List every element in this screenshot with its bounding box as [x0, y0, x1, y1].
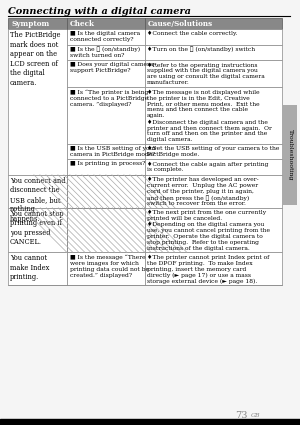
Text: Symptom: Symptom — [11, 20, 49, 28]
Text: ■ Is the USB setting of your
camera in PictBridge mode?: ■ Is the USB setting of your camera in P… — [70, 146, 156, 156]
Bar — [67, 45, 145, 60]
Bar — [145, 29, 282, 45]
Text: You cannot stop
printing even if
you pressed
CANCEL.: You cannot stop printing even if you pre… — [10, 210, 64, 246]
Bar — [145, 60, 282, 88]
Bar — [67, 60, 145, 88]
Bar — [67, 208, 145, 252]
Bar — [8, 252, 67, 286]
Text: Connecting with a digital camera: Connecting with a digital camera — [8, 7, 191, 16]
Bar — [145, 159, 282, 175]
Bar — [67, 29, 145, 45]
Text: ■ Does your digital camera
support PictBridge?: ■ Does your digital camera support PictB… — [70, 62, 153, 73]
Bar — [67, 88, 145, 144]
Text: Troubleshooting: Troubleshooting — [287, 129, 292, 181]
Text: GB: GB — [251, 413, 261, 418]
Bar — [0, 419, 300, 425]
Text: ♦Turn on the ⓘ (on/standby) switch: ♦Turn on the ⓘ (on/standby) switch — [147, 47, 255, 52]
Bar — [67, 175, 145, 208]
Bar — [8, 18, 282, 29]
Text: You cannot
make Index
printing.: You cannot make Index printing. — [10, 255, 50, 281]
Text: 73: 73 — [236, 411, 248, 419]
Bar — [8, 175, 67, 208]
Text: ■ Is the ⓘ (on/standby)
switch turned on?: ■ Is the ⓘ (on/standby) switch turned on… — [70, 47, 140, 58]
Text: Check: Check — [70, 20, 95, 28]
Bar — [67, 159, 145, 175]
Text: ♦The message is not displayed while
the printer is in the Edit, Creative
Print, : ♦The message is not displayed while the … — [147, 89, 272, 142]
Bar — [67, 252, 145, 286]
Bar — [145, 208, 282, 252]
Bar — [145, 175, 282, 208]
Text: ♦Refer to the operating instructions
supplied with the digital camera you
are us: ♦Refer to the operating instructions sup… — [147, 62, 265, 85]
Bar — [145, 252, 282, 286]
Text: ♦Connect the cable again after printing
is complete.: ♦Connect the cable again after printing … — [147, 161, 268, 173]
Text: You connect and
disconnect the
USB cable, but
nothing
happens.: You connect and disconnect the USB cable… — [10, 177, 65, 223]
Bar — [283, 105, 297, 205]
Text: ♦Set the USB setting of your camera to the
PictBridge mode.: ♦Set the USB setting of your camera to t… — [147, 146, 279, 157]
Bar — [67, 175, 145, 208]
Text: ♦The printer has developed an over-
current error.  Unplug the AC power
cord of : ♦The printer has developed an over- curr… — [147, 177, 259, 207]
Bar — [145, 144, 282, 159]
Text: Cause/Solutions: Cause/Solutions — [148, 20, 213, 28]
Bar — [67, 144, 145, 159]
Text: ♦The printer cannot print Index print of
the DPOF printing.  To make Index
print: ♦The printer cannot print Index print of… — [147, 255, 269, 284]
Bar — [8, 29, 67, 175]
Text: ♦The next print from the one currently
printed will be canceled.
♦Depending on t: ♦The next print from the one currently p… — [147, 210, 270, 251]
Text: ■ Is the digital camera
connected correctly?: ■ Is the digital camera connected correc… — [70, 31, 140, 42]
Bar — [67, 208, 145, 252]
Text: ■ Is printing in process?: ■ Is printing in process? — [70, 161, 145, 166]
Text: ■ Is the message “There
were images for which
printing data could not be
created: ■ Is the message “There were images for … — [70, 255, 149, 278]
Text: ♦Connect the cable correctly.: ♦Connect the cable correctly. — [147, 31, 238, 37]
Bar — [145, 45, 282, 60]
Text: ■ Is “The printer is being
connected to a PictBridge
camera. ”displayed?: ■ Is “The printer is being connected to … — [70, 89, 148, 107]
Bar — [145, 88, 282, 144]
Bar — [8, 208, 67, 252]
Text: The PictBridge
mark does not
appear on the
LCD screen of
the digital
camera.: The PictBridge mark does not appear on t… — [10, 31, 61, 87]
